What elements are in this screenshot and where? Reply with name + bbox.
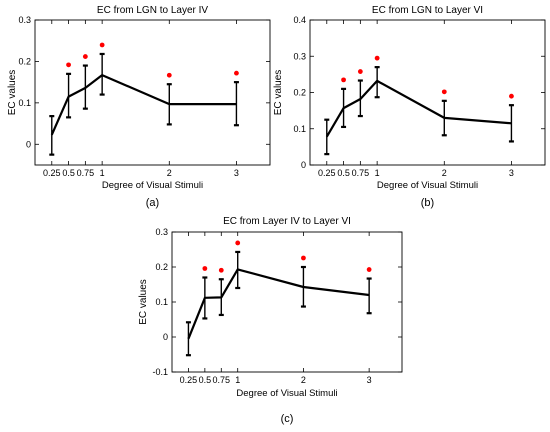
chart-b-y-tick-label: 0.1 <box>293 124 306 134</box>
chart-c-y-label: EC values <box>138 279 149 325</box>
chart-c-significance-marker <box>218 267 224 273</box>
chart-a-significance-marker <box>66 62 71 68</box>
chart-b-y-tick-label: 0 <box>301 160 306 170</box>
chart-b-significance-marker <box>341 77 346 83</box>
chart-panel-b: EC from LGN to Layer VI EC values Degree… <box>273 5 546 209</box>
chart-a-y-tick-label: 0.2 <box>18 56 31 66</box>
chart-a-significance-marker <box>99 42 105 48</box>
chart-b-series-line <box>325 79 512 138</box>
chart-b-x-tick-label: 2 <box>442 168 447 178</box>
chart-a-frame <box>34 19 271 166</box>
chart-c-y-tick-label: 0.2 <box>155 262 168 272</box>
chart-a-significance-marker <box>234 70 239 76</box>
chart-b-x-tick-label: 1 <box>375 168 380 178</box>
chart-c-x-tick-label: 0.25 <box>180 375 198 385</box>
chart-c-x-tick-label: 3 <box>367 375 372 385</box>
chart-a-marks: 0 0.1 0.2 0.3 0.25 0.5 0.75 1 2 3 <box>18 15 270 178</box>
chart-b-x-tick-label: 0.5 <box>337 168 350 178</box>
chart-b-y-label: EC values <box>273 70 284 116</box>
chart-a-title: EC from LGN to Layer IV <box>97 5 208 16</box>
chart-c-x-tick-label: 1 <box>235 375 240 385</box>
chart-c-y-tick-label: 0 <box>163 332 168 342</box>
chart-b-y-tick-label: 0.3 <box>293 51 306 61</box>
chart-b-frame <box>309 19 546 166</box>
chart-c-x-tick-label: 2 <box>301 375 306 385</box>
chart-c-significance-marker <box>202 266 208 271</box>
chart-b-significance-marker <box>374 55 380 61</box>
chart-c-significance-marker <box>235 240 241 246</box>
chart-b-y-tick-label: 0.2 <box>293 88 306 98</box>
chart-a-x-tick-label: 0.75 <box>77 168 95 178</box>
chart-a-x-label: Degree of Visual Stimuli <box>102 180 203 191</box>
chart-b-x-tick-label: 0.25 <box>318 168 336 178</box>
chart-b-title: EC from LGN to Layer VI <box>372 5 483 16</box>
chart-c-x-tick-label: 0.5 <box>199 375 212 385</box>
chart-c-y-tick-label: 0.1 <box>155 297 168 307</box>
chart-a-x-tick-label: 0.25 <box>43 168 61 178</box>
chart-b-marks: 0 0.1 0.2 0.3 0.4 0.25 0.5 0.75 1 2 3 <box>293 15 545 178</box>
chart-a-series-line <box>50 73 237 136</box>
chart-a-y-label: EC values <box>7 70 18 116</box>
chart-c-frame <box>171 231 403 373</box>
chart-a-x-tick-label: 3 <box>234 168 239 178</box>
chart-c-y-tick-label: 0.3 <box>155 227 168 237</box>
chart-b-significance-marker <box>441 89 447 95</box>
chart-panel-a: EC from LGN to Layer IV EC values Degree… <box>7 5 271 209</box>
chart-c-significance-marker <box>366 267 372 272</box>
chart-c-y-tick-label: -0.1 <box>152 367 168 377</box>
chart-c-x-label: Degree of Visual Stimuli <box>236 388 337 399</box>
chart-a-x-tick-label: 2 <box>167 168 172 178</box>
chart-panel-c: EC from Layer IV to Layer VI EC values D… <box>138 216 403 425</box>
chart-c-marks: -0.1 0 0.1 0.2 0.3 0.25 0.5 0.75 1 2 3 <box>152 227 402 385</box>
chart-b-significance-marker <box>357 69 363 74</box>
chart-c-significance-marker <box>301 255 306 261</box>
chart-b-x-label: Degree of Visual Stimuli <box>377 180 478 191</box>
chart-c-title: EC from Layer IV to Layer VI <box>223 216 351 227</box>
chart-a-panel-label: (a) <box>146 197 159 209</box>
chart-a-significance-marker <box>166 72 172 78</box>
chart-a-y-tick-label: 0 <box>26 139 31 149</box>
chart-a-significance-marker <box>82 54 88 59</box>
chart-b-panel-label: (b) <box>421 197 434 209</box>
chart-b-x-tick-label: 3 <box>509 168 514 178</box>
chart-a-y-tick-label: 0.1 <box>18 98 31 108</box>
chart-b-significance-marker <box>509 93 514 99</box>
chart-c-x-tick-label: 0.75 <box>213 375 231 385</box>
chart-a-x-tick-label: 0.5 <box>62 168 75 178</box>
chart-b-x-tick-label: 0.75 <box>352 168 370 178</box>
chart-b-y-tick-label: 0.4 <box>293 15 306 25</box>
chart-a-x-tick-label: 1 <box>100 168 105 178</box>
chart-c-panel-label: (c) <box>281 413 294 425</box>
chart-c-series-line <box>187 268 370 340</box>
chart-a-y-tick-label: 0.3 <box>18 15 31 25</box>
